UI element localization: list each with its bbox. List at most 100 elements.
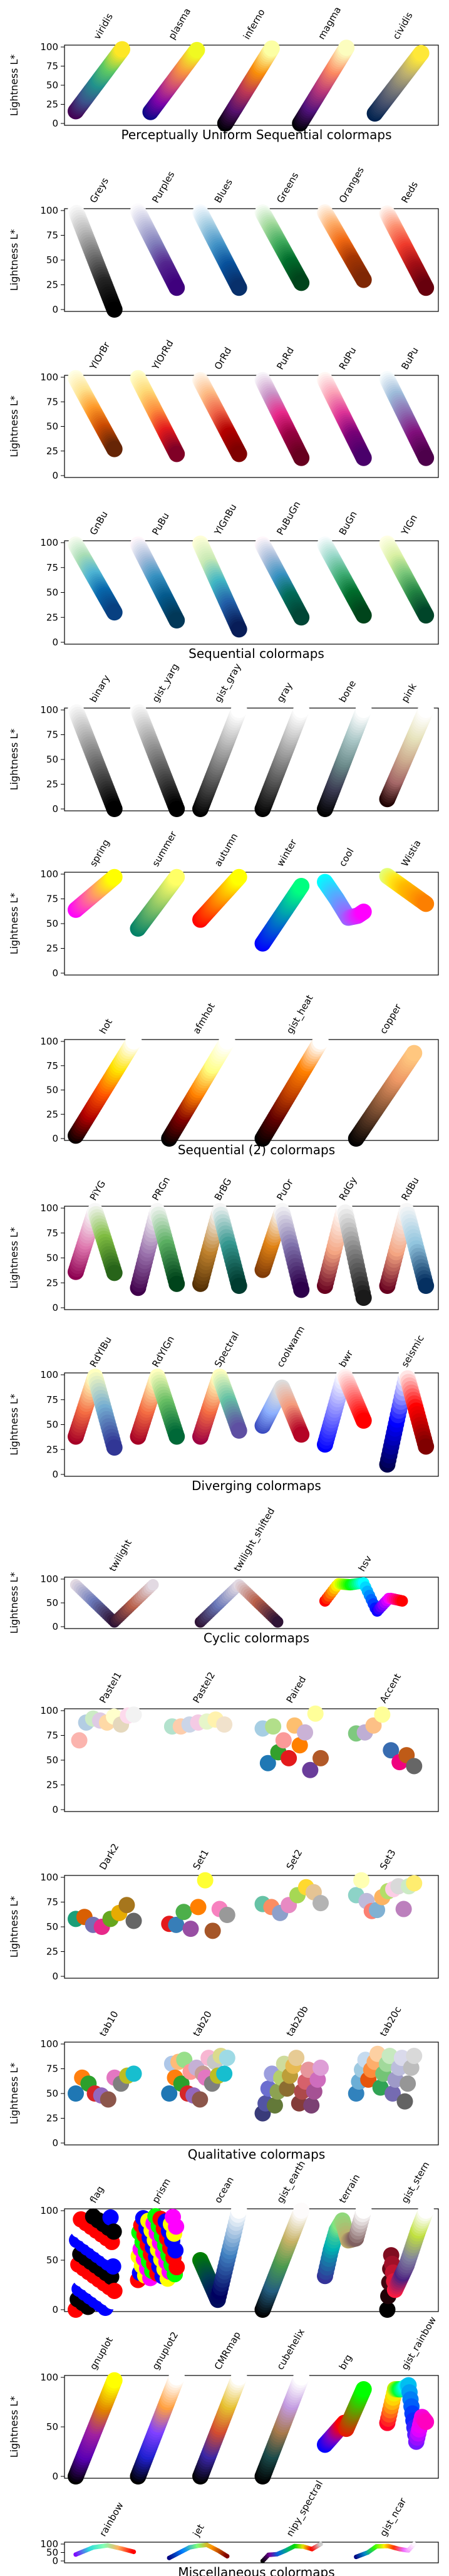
point bbox=[266, 2097, 283, 2114]
point bbox=[125, 1033, 142, 1050]
colormap-name-label: Purples bbox=[150, 169, 177, 205]
colormap-name-label: Set1 bbox=[190, 1847, 211, 1872]
colormap-name-label: RdBu bbox=[399, 1176, 421, 1202]
point bbox=[168, 868, 185, 885]
point bbox=[312, 1033, 329, 1050]
colormap-name-label: OrRd bbox=[212, 345, 234, 372]
point bbox=[230, 279, 247, 296]
y-tick-label: 75 bbox=[46, 894, 58, 905]
point bbox=[225, 2553, 230, 2559]
colormap-name-label: RdGy bbox=[337, 1175, 359, 1202]
series-bwr bbox=[317, 1367, 372, 1453]
series-RdGy bbox=[317, 1200, 372, 1306]
colormap-name-label: twilight bbox=[107, 1538, 134, 1573]
point bbox=[219, 1907, 235, 1924]
colormap-name-label: brg bbox=[337, 2352, 354, 2372]
series-Accent bbox=[348, 1706, 423, 1775]
y-tick-label: 50 bbox=[46, 421, 58, 432]
series-RdYlBu bbox=[68, 1369, 123, 1456]
point bbox=[168, 2259, 185, 2276]
series-CMRmap bbox=[192, 2369, 247, 2485]
colormap-name-label: cividis bbox=[390, 10, 415, 41]
colormap-name-label: GnBu bbox=[88, 509, 110, 537]
point bbox=[406, 1045, 423, 1061]
y-tick-label: 75 bbox=[46, 396, 58, 407]
colormap-name-label: viridis bbox=[91, 11, 115, 41]
series-gist_yarg bbox=[130, 702, 185, 817]
point bbox=[302, 1761, 319, 1778]
colormap-name-label: inferno bbox=[241, 7, 267, 41]
y-tick-label: 100 bbox=[40, 704, 58, 716]
colormap-name-label: Reds bbox=[399, 179, 420, 205]
y-tick-label: 0 bbox=[52, 1302, 58, 1313]
point bbox=[318, 2542, 323, 2547]
section-title: Qualitative colormaps bbox=[188, 2147, 326, 2162]
colormap-name-label: gist_yarg bbox=[150, 662, 182, 705]
series-Reds bbox=[379, 205, 435, 296]
colormap-name-label: cubehelix bbox=[274, 2327, 307, 2372]
point bbox=[418, 279, 435, 296]
colormap-name-label: CMRmap bbox=[212, 2330, 243, 2372]
point bbox=[406, 1875, 423, 1892]
colormap-name-label: Oranges bbox=[337, 165, 366, 205]
series-gist_gray bbox=[192, 702, 247, 817]
series-ocean bbox=[192, 2203, 247, 2308]
colormap-name-label: gist_stern bbox=[399, 2160, 432, 2206]
point bbox=[131, 2549, 137, 2555]
point bbox=[384, 2085, 401, 2102]
y-tick-label: 50 bbox=[46, 2547, 58, 2558]
colormap-name-label: gist_heat bbox=[284, 993, 316, 1036]
point bbox=[216, 1716, 233, 1733]
point bbox=[369, 1902, 386, 1919]
series-Pastel1 bbox=[71, 1706, 142, 1749]
point bbox=[188, 41, 205, 58]
point bbox=[168, 1916, 185, 1933]
y-tick-label: 0 bbox=[52, 304, 58, 315]
chart-panel-p4: 0 25 50 75 100 GnBu PuBu YlGnBu PuBuGn BuGn YlGn Se… bbox=[40, 499, 439, 661]
point bbox=[291, 1737, 308, 1754]
series-cool bbox=[317, 873, 372, 926]
colormap-name-label: jet bbox=[190, 2522, 207, 2539]
y-tick-label: 100 bbox=[40, 41, 58, 53]
y-tick-label: 50 bbox=[46, 80, 58, 91]
series-pink bbox=[379, 702, 435, 808]
point bbox=[396, 2093, 413, 2110]
point bbox=[147, 1579, 159, 1591]
y-tick-label: 0 bbox=[52, 967, 58, 979]
y-tick-label: 25 bbox=[46, 2113, 58, 2124]
y-tick-label: 50 bbox=[46, 1085, 58, 1096]
series-Dark2 bbox=[68, 1897, 142, 1935]
point bbox=[338, 39, 355, 56]
y-tick-label: 0 bbox=[52, 1804, 58, 1815]
y-tick-label: 0 bbox=[52, 2304, 58, 2315]
colormap-name-label: bone bbox=[337, 679, 358, 704]
series-gist_rainbow bbox=[379, 2377, 435, 2450]
series-gnuplot2 bbox=[130, 2369, 185, 2485]
series-copper bbox=[348, 1045, 423, 1147]
point bbox=[355, 2380, 372, 2397]
point bbox=[168, 446, 185, 462]
point bbox=[106, 1265, 123, 1281]
point bbox=[279, 2080, 296, 2097]
colormap-name-label: Blues bbox=[212, 177, 235, 205]
y-tick-label: 75 bbox=[46, 61, 58, 72]
section-title: Perceptually Uniform Sequential colormap… bbox=[121, 127, 391, 142]
series-tab20c bbox=[348, 2045, 423, 2110]
y-tick-label: 25 bbox=[46, 1780, 58, 1791]
y-tick-label: 50 bbox=[46, 2421, 58, 2433]
point bbox=[105, 2223, 122, 2240]
point bbox=[293, 702, 310, 718]
section-title: Diverging colormaps bbox=[192, 1478, 321, 1493]
y-tick-label: 75 bbox=[46, 2063, 58, 2075]
point bbox=[297, 1724, 314, 1741]
point bbox=[365, 1717, 382, 1734]
series-tab20 bbox=[161, 2047, 235, 2108]
colormap-name-label: RdPu bbox=[337, 345, 359, 372]
point bbox=[71, 1732, 88, 1749]
point bbox=[263, 40, 280, 57]
y-tick-label: 0 bbox=[52, 1621, 58, 1632]
series-hsv bbox=[319, 1577, 408, 1617]
series-rainbow bbox=[73, 2543, 137, 2557]
point bbox=[106, 2372, 123, 2389]
